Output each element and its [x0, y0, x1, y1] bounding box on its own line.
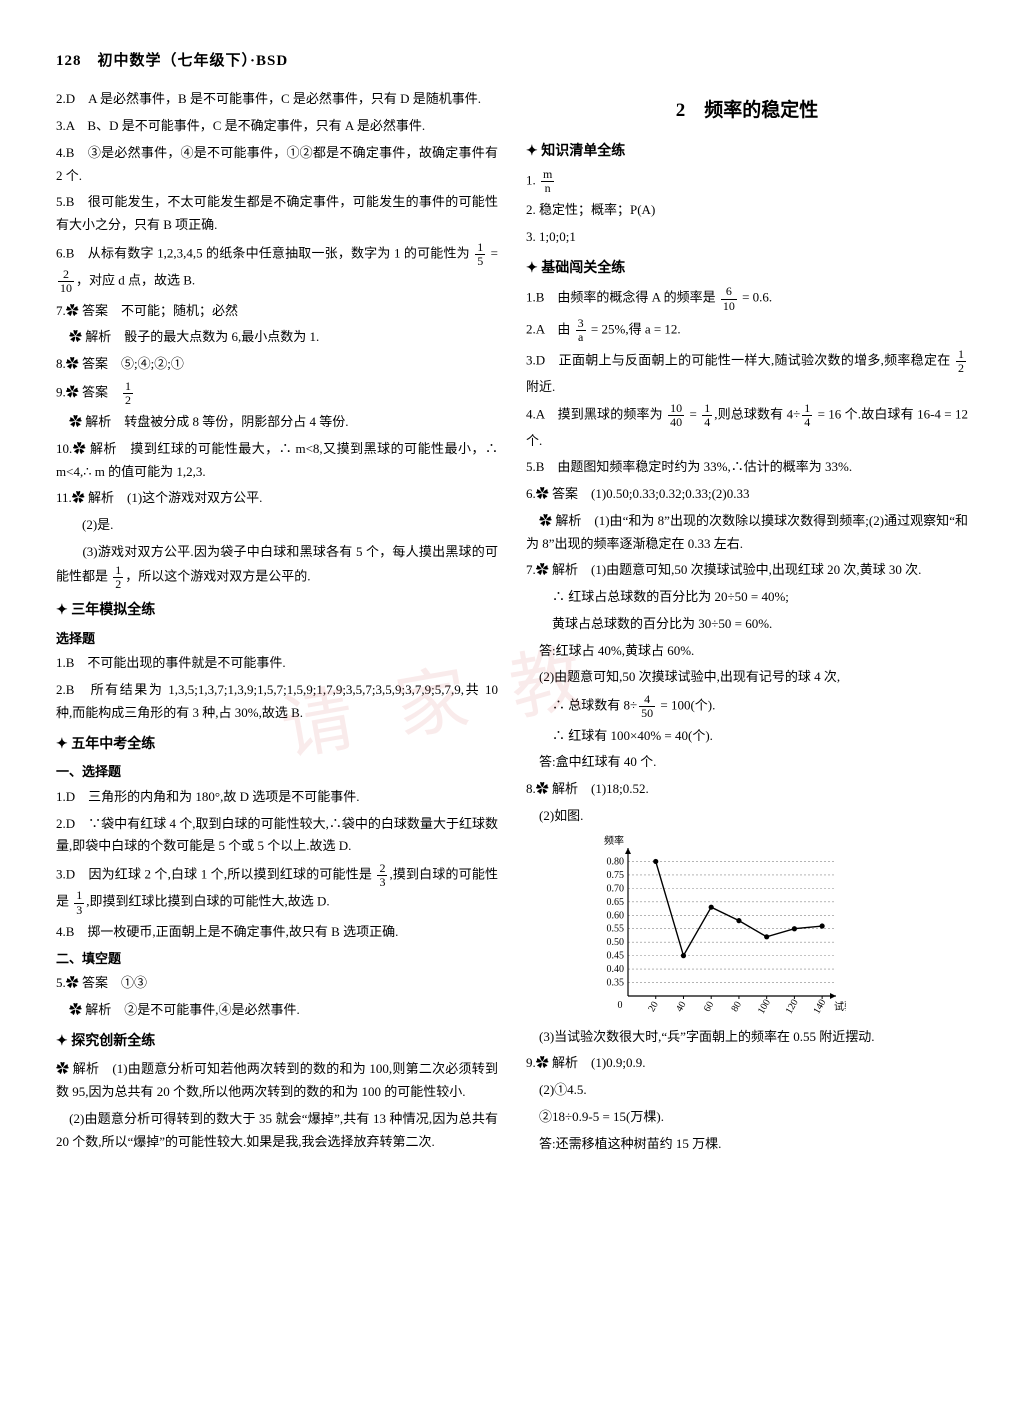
base-item-8: ∴ 红球占总球数的百分比为 20÷50 = 40%;	[526, 586, 968, 609]
svg-text:0.80: 0.80	[607, 856, 625, 867]
after-item-2: (2)①4.5.	[526, 1079, 968, 1102]
base-item-1: 2.A 由 3a = 25%,得 a = 12.	[526, 317, 968, 344]
left-item-5: 7.✿ 答案 不可能；随机；必然	[56, 300, 498, 323]
left-item-4: 6.B 从标有数字 1,2,3,4,5 的纸条中任意抽取一张，数字为 1 的可能…	[56, 241, 498, 296]
section-five-year-head: 五年中考全练	[56, 733, 498, 758]
right-column: 2 频率的稳定性 知识清单全练 1. mn 2. 稳定性；概率；P(A) 3. 1;…	[526, 88, 968, 1159]
base-item-4: 5.B 由题图知频率稳定时约为 33%,∴估计的概率为 33%.	[526, 456, 968, 479]
frequency-chart: 频率 0.35 0.40 0.45 0.50 0.55 0.60 0.65 0.70 0.75 0.…	[586, 832, 968, 1022]
five2-item-1: ✿ 解析 ②是不可能事件,④是必然事件.	[56, 999, 498, 1022]
base-item-10: 答:红球占 40%,黄球占 60%.	[526, 640, 968, 663]
left-item-1: 3.A B、D 是不可能事件，C 是不确定事件，只有 A 是必然事件.	[56, 115, 498, 138]
page-header: 128 初中数学（七年级下）·BSD	[56, 48, 968, 74]
basic-head: 基础闯关全练	[526, 257, 968, 282]
after-item-4: 答:还需移植这种树苗约 15 万棵.	[526, 1133, 968, 1156]
section-2-title: 2 频率的稳定性	[526, 94, 968, 127]
svg-text:40: 40	[674, 999, 689, 1013]
base-item-12: ∴ 总球数有 8÷450 = 100(个).	[526, 693, 968, 720]
section-three-sub: 选择题	[56, 628, 498, 651]
base-item-13: ∴ 红球有 100×40% = 40(个).	[526, 725, 968, 748]
two-column-layout: 2.D A 是必然事件，B 是不可能事件，C 是必然事件，只有 D 是随机事件.…	[56, 88, 968, 1159]
left-item-9: ✿ 解析 转盘被分成 8 等份，阴影部分占 4 等份.	[56, 411, 498, 434]
know-item-1: 2. 稳定性；概率；P(A)	[526, 199, 968, 222]
svg-text:100: 100	[756, 997, 773, 1015]
left-item-0: 2.D A 是必然事件，B 是不可能事件，C 是必然事件，只有 D 是随机事件.	[56, 88, 498, 111]
left-item-6: ✿ 解析 骰子的最大点数为 6,最小点数为 1.	[56, 326, 498, 349]
svg-text:140: 140	[811, 997, 828, 1015]
explore-item-0: ✿ 解析 (1)由题意分析可知若他两次转到的数的和为 100,则第二次必须转到数…	[56, 1058, 498, 1104]
base-item-7: 7.✿ 解析 (1)由题意可知,50 次摸球试验中,出现红球 20 次,黄球 3…	[526, 559, 968, 582]
svg-text:60: 60	[702, 999, 717, 1013]
svg-text:0.45: 0.45	[607, 950, 625, 961]
svg-text:0.50: 0.50	[607, 937, 625, 948]
base-item-2: 3.D 正面朝上与反面朝上的可能性一样大,随试验次数的增多,频率稳定在 12 附…	[526, 348, 968, 398]
svg-text:频率: 频率	[604, 834, 624, 847]
base-item-0: 1.B 由频率的概念得 A 的频率是 610 = 0.6.	[526, 285, 968, 312]
base-item-15: 8.✿ 解析 (1)18;0.52.	[526, 778, 968, 801]
section-three-year-head: 三年模拟全练	[56, 599, 498, 624]
svg-text:80: 80	[730, 999, 745, 1013]
after-item-1: 9.✿ 解析 (1)0.9;0.9.	[526, 1052, 968, 1075]
section-explore-head: 探究创新全练	[56, 1030, 498, 1055]
explore-item-1: (2)由题意分析可得转到的数大于 35 就会“爆掉”,共有 13 种情况,因为总…	[56, 1108, 498, 1154]
left-item-7: 8.✿ 答案 ⑤;④;②;①	[56, 353, 498, 376]
svg-text:120: 120	[784, 997, 801, 1015]
three-item-1: 2.B 所有结果为 1,3,5;1,3,7;1,3,9;1,5,7;1,5,9;…	[56, 679, 498, 725]
base-item-6: ✿ 解析 (1)由“和为 8”出现的次数除以摸球次数得到频率;(2)通过观察知“…	[526, 510, 968, 556]
five1-item-1: 2.D ∵袋中有红球 4 个,取到白球的可能性较大,∴袋中的白球数量大于红球数量…	[56, 813, 498, 859]
base-item-16: (2)如图.	[526, 805, 968, 828]
section-five-sub2: 二、填空题	[56, 948, 498, 971]
svg-text:0.35: 0.35	[607, 977, 625, 988]
base-item-3: 4.A 摸到黑球的频率为 1040 = 14,则总球数有 4÷14 = 16 个…	[526, 402, 968, 452]
svg-text:0.65: 0.65	[607, 896, 625, 907]
svg-text:0.55: 0.55	[607, 923, 625, 934]
after-item-3: ②18÷0.9-5 = 15(万棵).	[526, 1106, 968, 1129]
left-item-2: 4.B ③是必然事件，④是不可能事件，①②都是不确定事件，故确定事件有 2 个.	[56, 142, 498, 188]
five2-item-0: 5.✿ 答案 ①③	[56, 972, 498, 995]
three-item-0: 1.B 不可能出现的事件就是不可能事件.	[56, 652, 498, 675]
know-item-2: 3. 1;0;0;1	[526, 226, 968, 249]
left-item-3: 5.B 很可能发生，不太可能发生都是不确定事件，可能发生的事件的可能性有大小之分…	[56, 191, 498, 237]
svg-text:0.40: 0.40	[607, 964, 625, 975]
five1-item-3: 4.B 掷一枚硬币,正面朝上是不确定事件,故只有 B 选项正确.	[56, 921, 498, 944]
svg-text:试验次数: 试验次数	[834, 1000, 846, 1013]
left-column: 2.D A 是必然事件，B 是不可能事件，C 是必然事件，只有 D 是随机事件.…	[56, 88, 498, 1159]
svg-text:0.75: 0.75	[607, 869, 625, 880]
left-item-8: 9.✿ 答案 12	[56, 380, 498, 407]
svg-text:0.70: 0.70	[607, 883, 625, 894]
knowledge-head: 知识清单全练	[526, 140, 968, 165]
section-five-sub1: 一、选择题	[56, 761, 498, 784]
after-item-0: (3)当试验次数很大时,“兵”字面朝上的频率在 0.55 附近摆动.	[526, 1026, 968, 1049]
left-item-11: 11.✿ 解析 (1)这个游戏对双方公平.	[56, 487, 498, 510]
base-item-14: 答:盒中红球有 40 个.	[526, 751, 968, 774]
know-item-0: 1. mn	[526, 168, 968, 195]
base-item-5: 6.✿ 答案 (1)0.50;0.33;0.32;0.33;(2)0.33	[526, 483, 968, 506]
left-item-13: (3)游戏对双方公平.因为袋子中白球和黑球各有 5 个，每人摸出黑球的可能性都是…	[56, 541, 498, 591]
five1-item-0: 1.D 三角形的内角和为 180°,故 D 选项是不可能事件.	[56, 786, 498, 809]
left-item-12: (2)是.	[56, 514, 498, 537]
five1-item-2: 3.D 因为红球 2 个,白球 1 个,所以摸到红球的可能性是 23,摸到白球的…	[56, 862, 498, 917]
left-item-10: 10.✿ 解析 摸到红球的可能性最大，∴ m<8,又摸到黑球的可能性最小，∴ m…	[56, 438, 498, 484]
svg-text:20: 20	[646, 999, 661, 1013]
base-item-11: (2)由题意可知,50 次摸球试验中,出现有记号的球 4 次,	[526, 666, 968, 689]
svg-text:0.60: 0.60	[607, 910, 625, 921]
base-item-9: 黄球占总球数的百分比为 30÷50 = 60%.	[526, 613, 968, 636]
svg-text:0: 0	[618, 1000, 623, 1011]
